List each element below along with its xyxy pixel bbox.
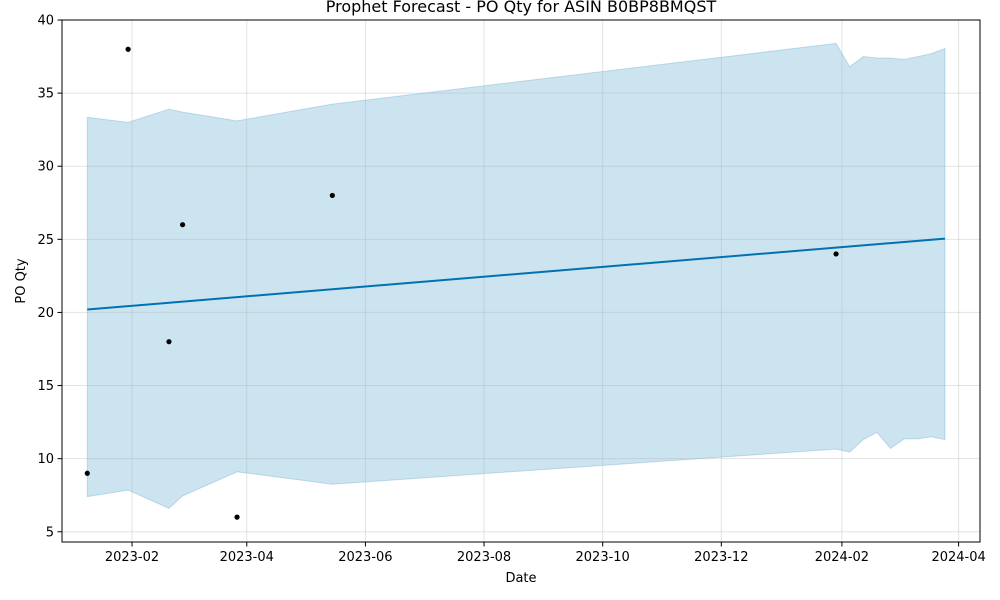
- y-tick-label-5: 5: [46, 525, 54, 540]
- x-tick-label-2024-02: 2024-02: [815, 550, 869, 565]
- actual-point-3: [166, 339, 172, 345]
- x-tick-label-2024-04: 2024-04: [931, 550, 985, 565]
- forecast-line: [87, 237, 946, 311]
- y-tick-label-15: 15: [37, 379, 54, 394]
- chart-title: Prophet Forecast - PO Qty for ASIN B0BP8…: [326, 0, 717, 16]
- y-tick-label-40: 40: [37, 14, 54, 29]
- x-axis-label: Date: [505, 571, 536, 586]
- y-tick-label-35: 35: [37, 87, 54, 102]
- y-axis-label: PO Qty: [14, 258, 29, 304]
- x-tick-label-2023-10: 2023-10: [576, 550, 630, 565]
- actual-point-5: [234, 514, 240, 520]
- actual-point-4: [179, 222, 186, 228]
- x-tick-label-2023-02: 2023-02: [105, 550, 159, 565]
- actual-point-2: [125, 46, 131, 52]
- plot-area: 2023-02 2023-04 2023-06 2023-08 2023-10 2023-…: [37, 14, 985, 566]
- x-tick-label-2023-04: 2023-04: [220, 550, 274, 565]
- actual-point-7: [833, 251, 839, 257]
- x-tick-label-2023-06: 2023-06: [338, 550, 392, 565]
- y-tick-label-20: 20: [37, 306, 54, 321]
- actual-point-6: [329, 192, 335, 199]
- x-tick-label-2023-12: 2023-12: [694, 550, 748, 565]
- y-tick-label-30: 30: [37, 160, 54, 175]
- actual-point-1: [84, 470, 90, 476]
- x-tick-label-2023-08: 2023-08: [457, 550, 511, 565]
- axes-frame: [61, 19, 981, 543]
- uncertainty-band: [86, 42, 946, 509]
- y-tick-label-10: 10: [37, 452, 54, 467]
- y-tick-label-25: 25: [37, 233, 54, 248]
